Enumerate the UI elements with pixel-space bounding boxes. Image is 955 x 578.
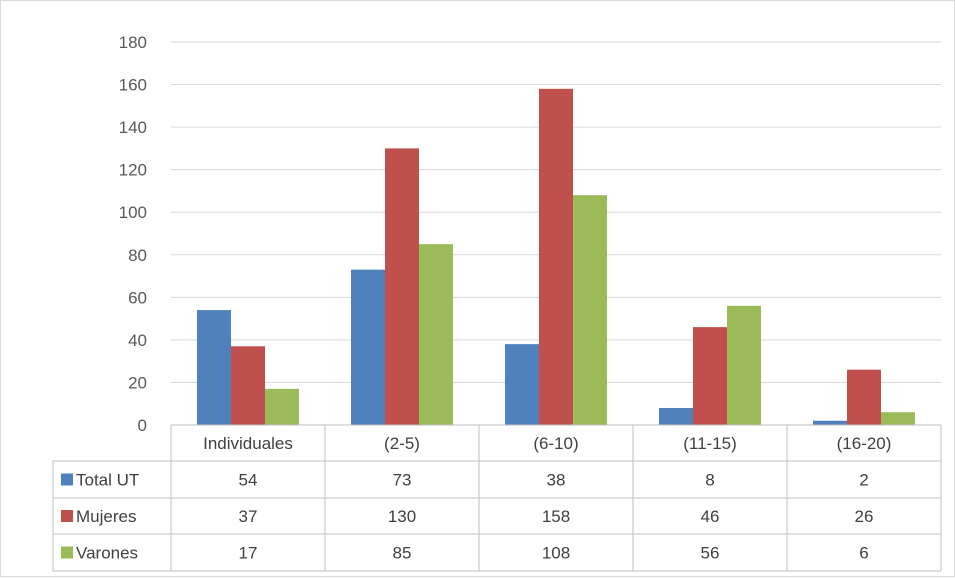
category-label: (2-5) (384, 434, 420, 453)
data-label: 37 (239, 507, 258, 526)
data-label: 54 (239, 471, 258, 490)
bar (659, 407, 693, 425)
y-tick-label: 100 (119, 203, 147, 222)
y-tick-label: 140 (119, 118, 147, 137)
data-label: 85 (393, 544, 412, 563)
y-tick-label: 40 (128, 331, 147, 350)
data-table: Individuales (2-5) (6-10) (11-15) (16-20) Tot… (52, 424, 942, 572)
bar (881, 412, 915, 425)
bars (197, 88, 915, 426)
bar (265, 388, 299, 425)
bar (385, 148, 419, 425)
data-label: 158 (542, 507, 570, 526)
y-tick-label: 80 (128, 246, 147, 265)
data-label: 8 (705, 471, 714, 490)
legend-label: Varones (76, 544, 138, 563)
bar (539, 88, 573, 426)
data-label: 130 (388, 507, 416, 526)
bar (505, 344, 539, 425)
data-label: 6 (859, 544, 868, 563)
legend-swatch (61, 473, 73, 486)
legend-label: Total UT (76, 471, 139, 490)
y-axis-ticks: 0 20 40 60 80 100 120 140 160 180 (119, 33, 147, 435)
category-label: (16-20) (837, 434, 892, 453)
legend-swatch (61, 510, 73, 522)
bar (351, 269, 385, 425)
bar (693, 327, 727, 425)
category-label: (6-10) (533, 434, 578, 453)
bar (573, 195, 607, 425)
bar (847, 369, 881, 425)
y-tick-label: 60 (128, 288, 147, 307)
data-label: 46 (701, 507, 720, 526)
data-label: 73 (393, 471, 412, 490)
data-label: 108 (542, 544, 570, 563)
bar (231, 346, 265, 425)
data-label: 17 (239, 544, 258, 563)
bar (197, 310, 231, 425)
data-label: 26 (855, 507, 874, 526)
bar (727, 305, 761, 425)
legend-swatch (61, 546, 73, 559)
legend-label: Mujeres (76, 507, 136, 526)
bar (419, 244, 453, 425)
y-tick-label: 120 (119, 161, 147, 180)
y-tick-label: 20 (128, 373, 147, 392)
data-label: 2 (859, 471, 868, 490)
category-label: (11-15) (683, 434, 737, 453)
y-tick-label: 180 (119, 33, 147, 52)
data-label: 56 (701, 544, 720, 563)
y-tick-label: 0 (138, 416, 147, 435)
category-label: Individuales (203, 434, 293, 453)
data-label: 38 (547, 471, 566, 490)
bar (813, 420, 847, 425)
y-tick-label: 160 (119, 76, 147, 95)
